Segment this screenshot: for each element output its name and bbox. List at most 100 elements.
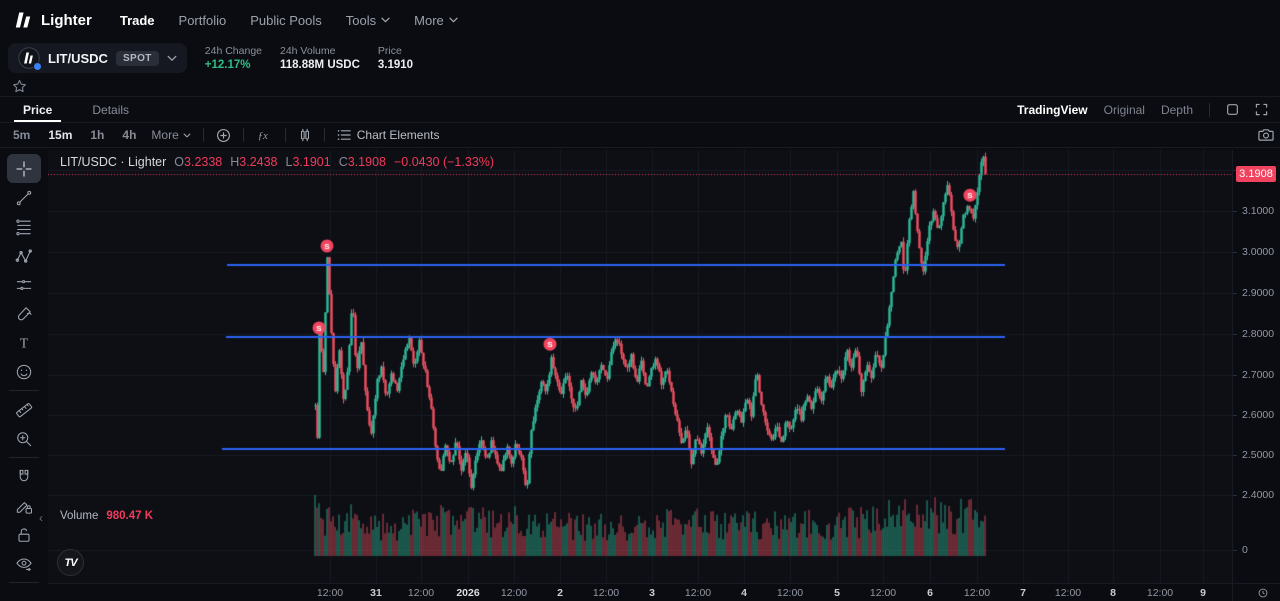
screenshot-camera-icon[interactable] [1258, 127, 1274, 142]
price-axis-label: 2.7000 [1242, 369, 1275, 381]
tradingview-logo[interactable]: TV [57, 549, 84, 576]
stat-label: Price [377, 45, 402, 57]
stat-label: 24h Volume [280, 45, 336, 57]
popout-icon[interactable] [1226, 103, 1239, 116]
indicators-fx-icon[interactable]: ƒx [256, 128, 273, 142]
market-selector[interactable]: LIT/USDC SPOT [8, 43, 187, 73]
chart-tabs-row: Price Details TradingView Original Depth [0, 97, 1280, 123]
token-icon [18, 47, 42, 71]
stat-value-volume: 118.88M USDC [280, 59, 360, 71]
chart-elements-button[interactable]: Chart Elements [337, 128, 439, 142]
add-compare-icon[interactable] [216, 128, 231, 143]
svg-text:ƒx: ƒx [258, 131, 268, 142]
price-axis-label: 2.6000 [1242, 409, 1275, 421]
tool-emoji[interactable] [7, 357, 41, 386]
list-icon [337, 130, 351, 140]
stat-price: Price 3.1910 [378, 45, 413, 71]
price-axis-label: 2.4000 [1242, 489, 1275, 501]
tool-zoom-in[interactable] [7, 424, 41, 453]
timeframe-5m[interactable]: 5m [13, 128, 31, 142]
tool-text[interactable]: T [7, 328, 41, 357]
axis-tick-mark [1233, 550, 1237, 551]
pair-name: LIT/USDC [48, 50, 108, 66]
tool-fib-retracement[interactable] [7, 212, 41, 241]
legend-high: H 3.2438 [230, 155, 278, 169]
stat-value-change: +12.17% [204, 59, 251, 71]
favorites-row [0, 76, 1280, 97]
axis-tick-mark [1233, 495, 1237, 496]
time-axis-label: 12:00 [776, 587, 804, 599]
last-price-badge: 3.1908 [1236, 166, 1276, 182]
market-type-badge: SPOT [115, 50, 159, 66]
time-axis-label: 12:00 [1054, 587, 1082, 599]
lighter-logo [15, 12, 31, 28]
star-icon[interactable] [12, 79, 27, 94]
tool-drawing-mode-lock[interactable] [7, 491, 41, 520]
chart-view-switch: TradingView Original Depth [1017, 102, 1268, 117]
price-axis-label: 2.8000 [1242, 328, 1275, 340]
axis-tick-mark [1233, 211, 1237, 212]
view-original[interactable]: Original [1103, 102, 1145, 117]
tv-toolbar: 5m 15m 1h 4h More ƒx Chart Elements [0, 123, 1280, 148]
tool-trend-line[interactable] [7, 183, 41, 212]
time-axis[interactable]: 12:00 31 12:00 2026 12:00 2 12:00 3 12:00 4 12:00 5… [48, 583, 1280, 601]
divider [9, 582, 39, 583]
brand[interactable]: Lighter [14, 11, 92, 29]
chevron-down-icon [167, 55, 177, 61]
tool-magnet[interactable] [7, 462, 41, 491]
axis-tick-mark [1233, 455, 1237, 456]
price-axis-label: 2.5000 [1242, 449, 1275, 461]
price-axis[interactable]: 3.20003.10003.00002.90002.80002.70002.60… [1232, 150, 1280, 601]
time-axis-label: 31 [370, 587, 382, 599]
timezone-settings-icon[interactable] [1257, 587, 1269, 599]
tool-xabcd-pattern[interactable] [7, 241, 41, 270]
tab-price[interactable]: Price [12, 97, 63, 122]
price-axis-label: 3.1000 [1242, 205, 1275, 217]
fullscreen-icon[interactable] [1255, 103, 1268, 116]
chain-badge-icon [33, 62, 42, 71]
axis-tick-mark [1233, 334, 1237, 335]
tool-hide-all-drawings[interactable] [7, 549, 41, 578]
nav-link-public-pools[interactable]: Public Pools [250, 12, 322, 28]
nav-link-more[interactable]: More [414, 13, 458, 28]
timeframe-more-button[interactable]: More [151, 128, 191, 142]
tool-lock-all-drawings[interactable] [7, 520, 41, 549]
collapse-toolbar-chevron[interactable]: ‹ [39, 511, 43, 525]
view-tradingview[interactable]: TradingView [1017, 102, 1088, 117]
tabs: Price Details [12, 97, 140, 122]
legend-close: C 3.1908 [338, 155, 386, 169]
volume-value: 980.47 K [106, 510, 154, 522]
tool-crosshair[interactable] [7, 154, 41, 183]
nav-link-tools[interactable]: Tools [346, 13, 390, 28]
timeframe-1h[interactable]: 1h [90, 128, 105, 142]
timeframe-4h[interactable]: 4h [122, 128, 137, 142]
nav-link-trade[interactable]: Trade [119, 12, 155, 28]
timeframe-15m[interactable]: 15m [48, 128, 73, 142]
time-axis-label: 12:00 [869, 587, 897, 599]
market-bar: LIT/USDC SPOT 24h Change +12.17% 24h Vol… [0, 40, 1280, 76]
axis-tick-mark [1233, 170, 1237, 171]
tool-forecast[interactable] [7, 270, 41, 299]
view-depth[interactable]: Depth [1160, 102, 1193, 117]
legend-low: L 3.1901 [285, 155, 331, 169]
tool-brush[interactable] [7, 299, 41, 328]
chevron-down-icon [449, 17, 458, 23]
axis-tick-mark [1233, 415, 1237, 416]
price-axis-label: 3.0000 [1242, 246, 1275, 258]
time-axis-label: 2026 [456, 587, 480, 599]
tool-ruler[interactable] [7, 395, 41, 424]
tab-details[interactable]: Details [92, 102, 130, 117]
price-chart-canvas[interactable] [48, 150, 1232, 583]
axis-tick-mark [1233, 293, 1237, 294]
time-axis-label: 7 [1020, 587, 1026, 599]
time-axis-label: 12:00 [592, 587, 620, 599]
time-axis-label: 9 [1200, 587, 1206, 599]
divider [9, 390, 39, 391]
chevron-down-icon [183, 132, 191, 137]
volume-legend: Volume 980.47 K [60, 510, 153, 522]
brand-name: Lighter [41, 11, 92, 29]
time-axis-label: 5 [834, 587, 840, 599]
divider [1209, 102, 1210, 117]
candle-style-icon[interactable] [298, 128, 312, 142]
nav-link-portfolio[interactable]: Portfolio [178, 12, 227, 28]
